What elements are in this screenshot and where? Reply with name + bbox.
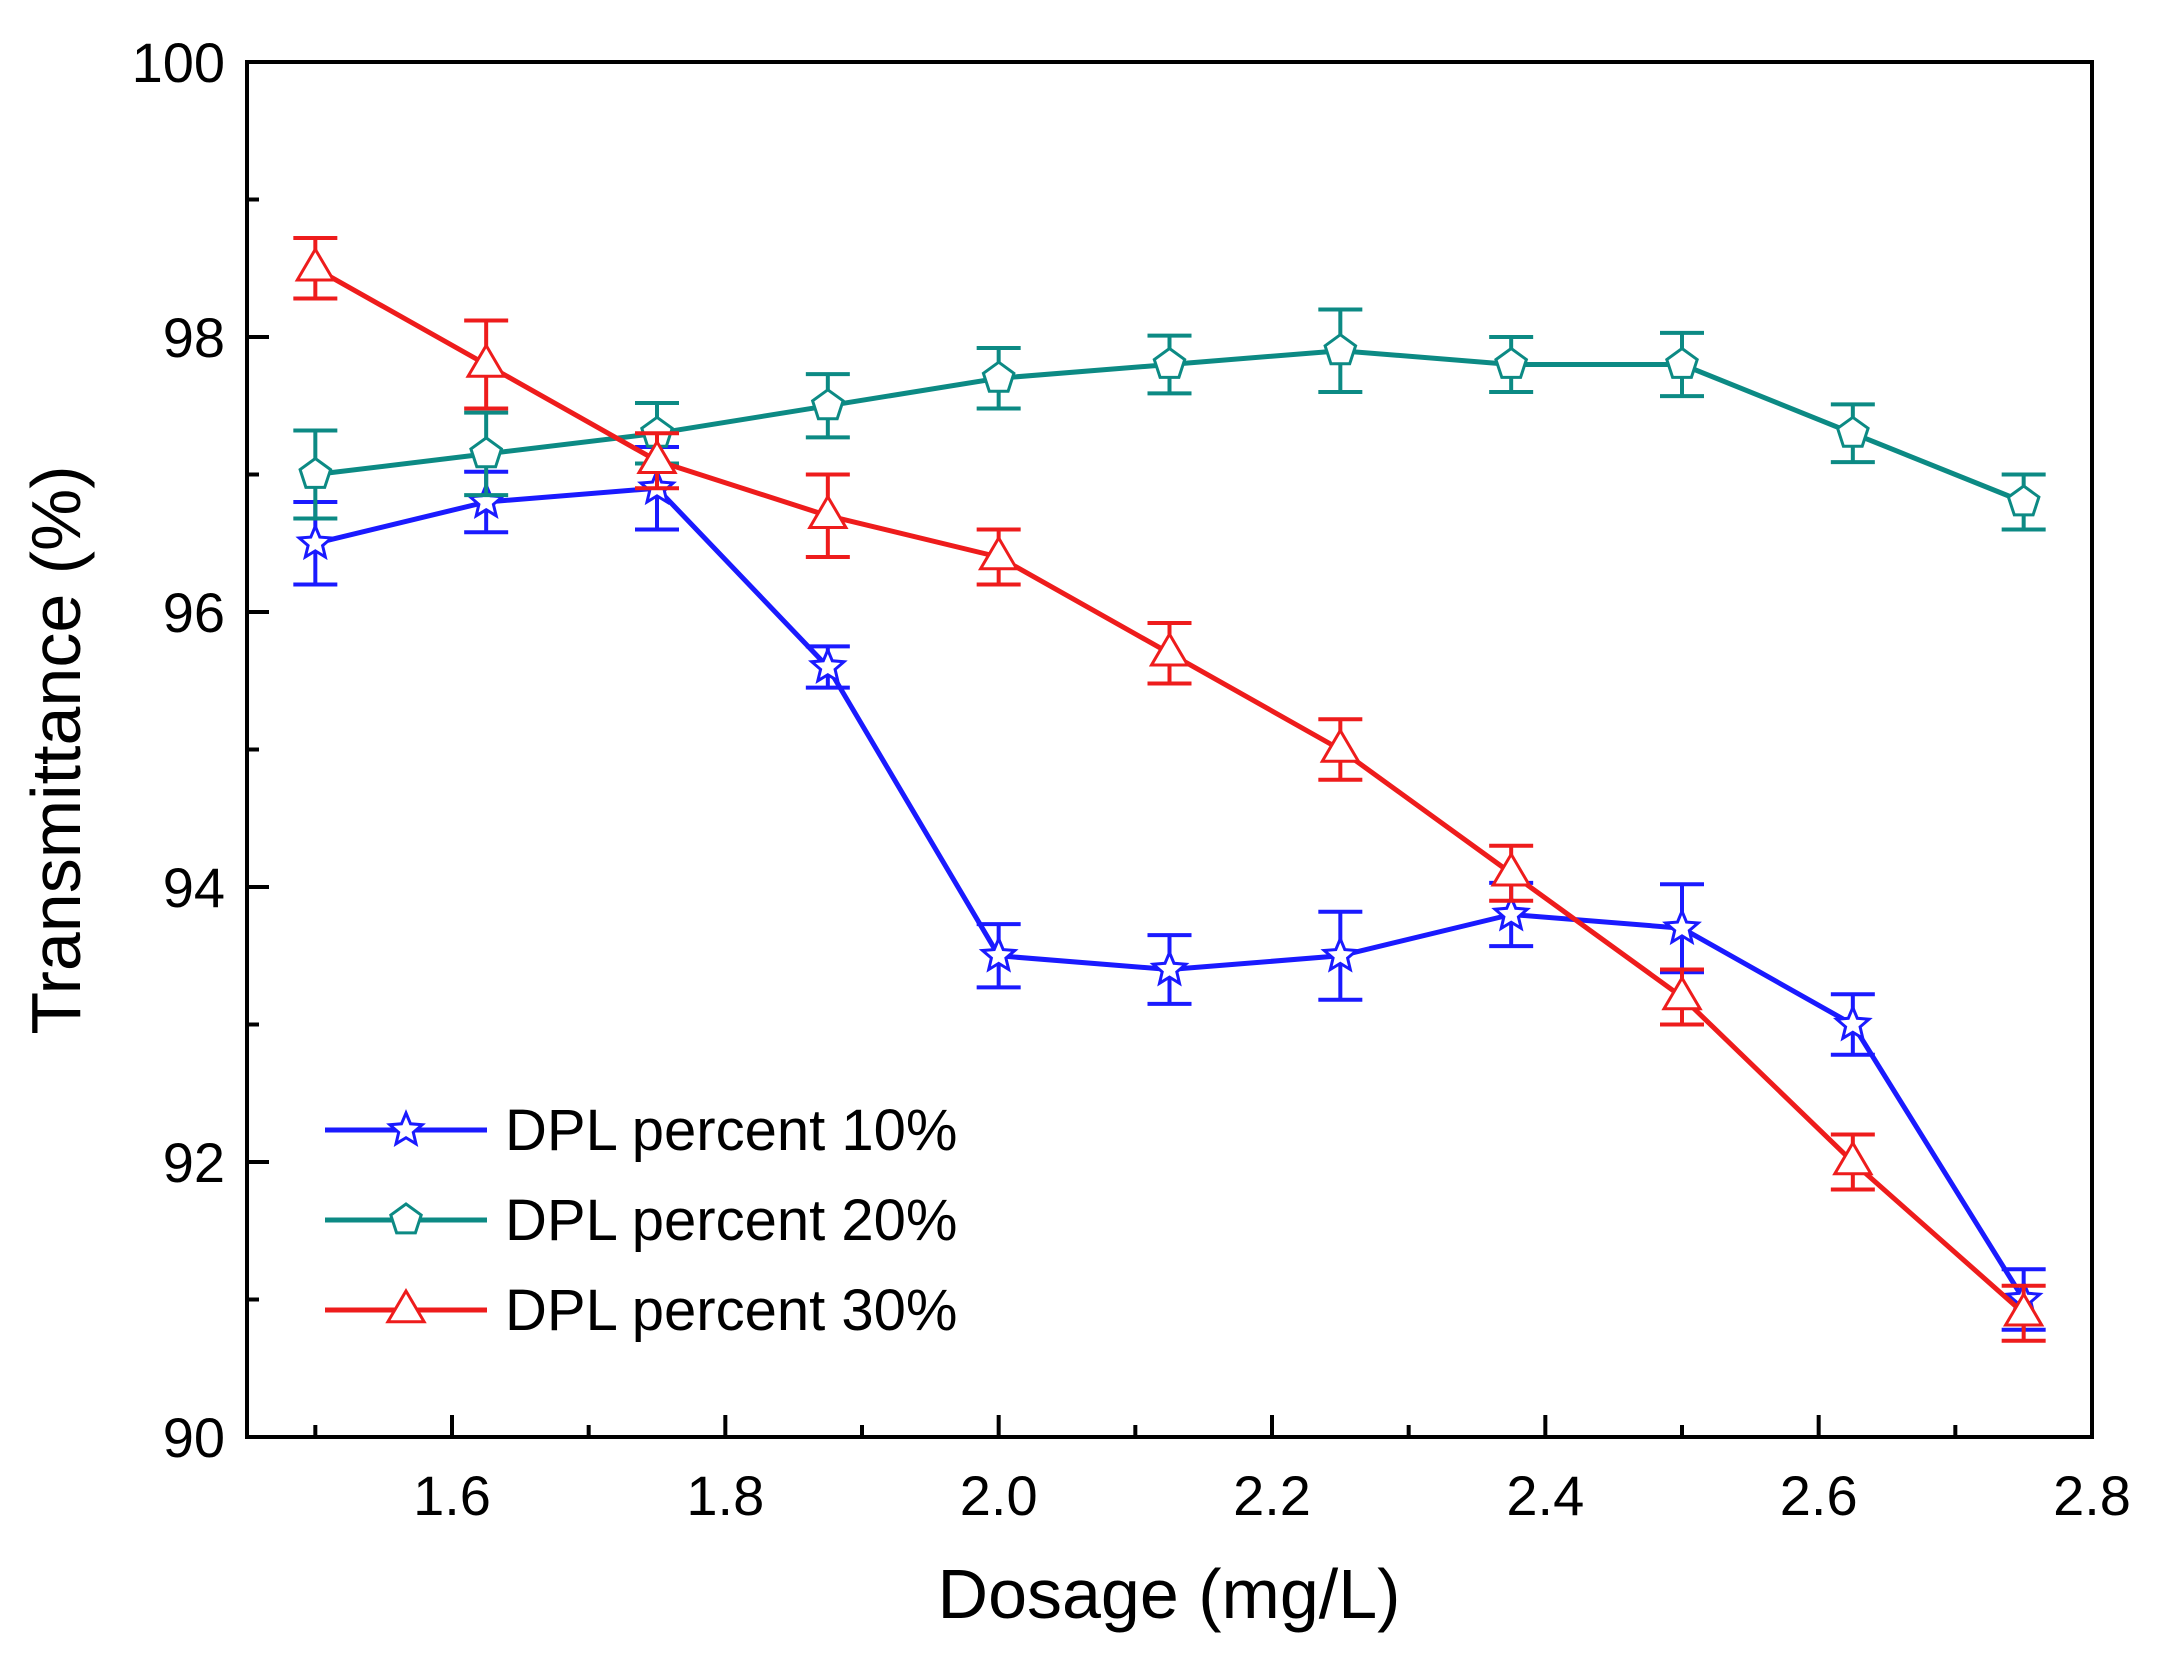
data-point-triangle <box>465 342 507 378</box>
x-axis-title: Dosage (mg/L) <box>938 1555 1401 1633</box>
data-point-triangle <box>2002 1291 2045 1327</box>
data-point-triangle <box>1832 1140 1874 1176</box>
legend: DPL percent 10% DPL percent 20% DPL percen… <box>325 1098 957 1343</box>
x-tick-label: 2.8 <box>2053 1464 2131 1527</box>
x-tick-label: 2.2 <box>1233 1464 1311 1527</box>
data-point-pentagon <box>1494 346 1529 379</box>
series-3 <box>293 236 2046 1343</box>
x-tick-label: 2.4 <box>1506 1464 1584 1527</box>
legend-item-2: DPL percent 20% <box>325 1188 957 1253</box>
data-point-triangle <box>1319 727 1362 763</box>
legend-label: DPL percent 10% <box>505 1098 957 1163</box>
data-point-triangle <box>1490 851 1532 887</box>
data-point-star <box>1833 1003 1873 1042</box>
data-point-star <box>808 646 848 684</box>
y-tick-label: 100 <box>132 31 225 94</box>
data-point-triangle <box>294 246 337 282</box>
legend-marker-triangle <box>385 1288 427 1324</box>
data-point-star <box>295 522 336 561</box>
data-point-pentagon <box>1323 332 1358 366</box>
data-point-triangle <box>1661 975 1703 1011</box>
data-point-star <box>1149 948 1190 987</box>
data-point-pentagon <box>1665 346 1699 379</box>
y-tick-label: 98 <box>163 306 225 369</box>
legend-label: DPL percent 20% <box>505 1188 957 1253</box>
legend-label: DPL percent 30% <box>505 1278 957 1343</box>
data-point-triangle <box>1148 631 1191 667</box>
x-tick-label: 1.6 <box>413 1464 491 1527</box>
data-point-star <box>1491 893 1531 932</box>
x-tick-label: 1.8 <box>686 1464 764 1527</box>
legend-marker-pentagon <box>389 1202 423 1235</box>
data-point-pentagon <box>2006 484 2041 517</box>
y-axis-title: Transmittance (%) <box>17 465 95 1034</box>
y-tick-label: 90 <box>163 1406 225 1469</box>
x-tick-label: 2.0 <box>960 1464 1038 1527</box>
plot-area <box>293 236 2046 1343</box>
y-tick-label: 94 <box>163 856 225 919</box>
data-point-star <box>1320 934 1361 973</box>
data-point-triangle <box>807 493 849 529</box>
data-point-pentagon <box>981 360 1016 393</box>
data-point-pentagon <box>1152 346 1187 379</box>
y-tick-label: 92 <box>163 1131 225 1194</box>
data-point-pentagon <box>810 387 845 421</box>
legend-item-1: DPL percent 10% <box>325 1098 957 1163</box>
data-point-triangle <box>977 535 1020 571</box>
data-point-triangle <box>636 438 678 474</box>
x-tick-label: 2.6 <box>1780 1464 1858 1527</box>
data-point-star <box>978 934 1019 973</box>
legend-marker-star <box>386 1109 426 1147</box>
data-point-pentagon <box>298 456 333 489</box>
axes: 1.6 1.8 2.0 2.2 2.4 2.6 2.8 90 92 94 96 98 100 <box>132 31 2131 1527</box>
data-point-star <box>1662 907 1702 946</box>
data-point-pentagon <box>469 436 504 469</box>
y-tick-label: 96 <box>163 581 225 644</box>
series-2 <box>293 307 2046 532</box>
data-point-pentagon <box>1835 415 1870 448</box>
legend-item-3: DPL percent 30% <box>325 1278 957 1343</box>
